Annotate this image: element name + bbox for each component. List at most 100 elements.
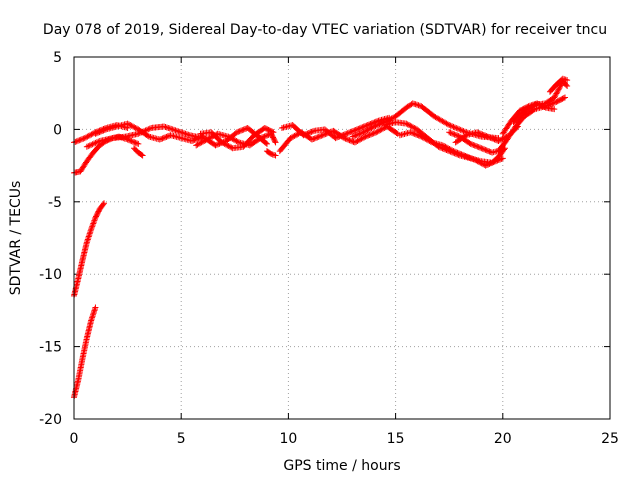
- data-point: [89, 221, 96, 228]
- data-point: [313, 134, 320, 141]
- data-point: [439, 142, 446, 149]
- data-point: [369, 124, 376, 131]
- y-tick-label: 5: [53, 50, 62, 66]
- data-point: [457, 150, 464, 157]
- data-point: [410, 124, 417, 131]
- data-point: [411, 124, 418, 131]
- data-point: [448, 130, 455, 137]
- y-tick-label: -10: [39, 267, 62, 283]
- data-point: [127, 137, 134, 144]
- data-point: [560, 95, 567, 102]
- axis-ticks: 0 5 10 15 20 25 -20 -15 -10 -5 0 5: [39, 50, 619, 447]
- data-point: [482, 146, 489, 153]
- data-point: [77, 136, 84, 143]
- series-arc-17: [510, 78, 571, 126]
- data-point: [367, 131, 374, 138]
- data-point: [290, 133, 297, 140]
- data-point: [360, 129, 367, 136]
- data-point: [467, 155, 474, 162]
- data-point: [485, 161, 492, 168]
- data-point: [233, 137, 240, 144]
- data-point: [449, 147, 456, 154]
- data-point: [408, 123, 415, 130]
- data-point: [335, 134, 342, 141]
- data-point: [156, 136, 163, 143]
- data-point: [83, 134, 90, 141]
- data-point: [465, 154, 472, 161]
- data-point: [473, 143, 479, 150]
- data-point: [450, 148, 457, 155]
- data-point: [477, 159, 484, 166]
- data-point: [303, 131, 310, 138]
- data-point: [262, 139, 269, 146]
- data-point: [352, 132, 359, 139]
- data-point: [345, 129, 352, 136]
- data-point: [447, 146, 454, 153]
- data-point: [311, 135, 318, 142]
- data-point: [412, 131, 419, 138]
- data-point: [237, 127, 244, 134]
- series-arc-18: [546, 75, 571, 95]
- x-tick-label: 25: [601, 431, 619, 447]
- data-point: [352, 126, 359, 133]
- data-point: [271, 138, 278, 145]
- x-tick-label: 20: [494, 431, 512, 447]
- data-point: [451, 124, 458, 131]
- data-point: [194, 141, 201, 148]
- data-point: [377, 127, 384, 134]
- x-tick-label: 5: [177, 431, 186, 447]
- data-point: [416, 133, 423, 140]
- data-point: [373, 122, 380, 129]
- data-point: [80, 135, 87, 142]
- data-point: [461, 152, 468, 159]
- data-point: [426, 137, 433, 144]
- data-point: [138, 151, 145, 158]
- y-axis-label: SDTVAR / TECUs: [8, 181, 24, 296]
- data-point: [359, 135, 366, 142]
- data-point: [83, 143, 90, 150]
- data-point: [308, 136, 315, 143]
- data-point: [467, 140, 474, 147]
- data-point: [309, 128, 316, 135]
- data-point: [128, 138, 135, 145]
- data-point: [374, 128, 381, 135]
- data-point: [319, 132, 326, 139]
- data-point: [287, 135, 294, 142]
- data-point: [419, 134, 426, 141]
- data-point: [362, 133, 369, 140]
- series-arc-14: [446, 129, 506, 156]
- data-point: [240, 126, 247, 133]
- data-point: [385, 116, 392, 123]
- data-point: [355, 131, 362, 138]
- data-point: [129, 138, 136, 145]
- data-point: [418, 133, 425, 140]
- data-point: [234, 138, 241, 145]
- data-point: [267, 150, 274, 157]
- data-point: [239, 127, 246, 134]
- data-point: [219, 139, 226, 146]
- data-point: [90, 219, 97, 226]
- data-point: [300, 132, 307, 139]
- data-point: [471, 142, 478, 149]
- data-point: [475, 158, 482, 165]
- data-point: [95, 138, 102, 145]
- data-point: [343, 136, 350, 143]
- data-point: [226, 143, 233, 150]
- data-point: [291, 132, 298, 139]
- data-point: [220, 139, 227, 146]
- data-point: [478, 145, 485, 152]
- series-arc-6: [201, 124, 270, 149]
- data-point: [305, 130, 312, 137]
- data-point: [499, 155, 506, 162]
- data-point: [454, 132, 461, 139]
- data-point: [86, 142, 93, 149]
- data-point: [454, 149, 461, 156]
- series-arc-9: [278, 114, 393, 142]
- data-point: [162, 134, 169, 141]
- data-point: [100, 127, 107, 134]
- data-point: [360, 123, 367, 130]
- data-point: [342, 135, 349, 142]
- data-point: [495, 137, 502, 144]
- data-point: [304, 130, 311, 137]
- data-point: [477, 144, 484, 151]
